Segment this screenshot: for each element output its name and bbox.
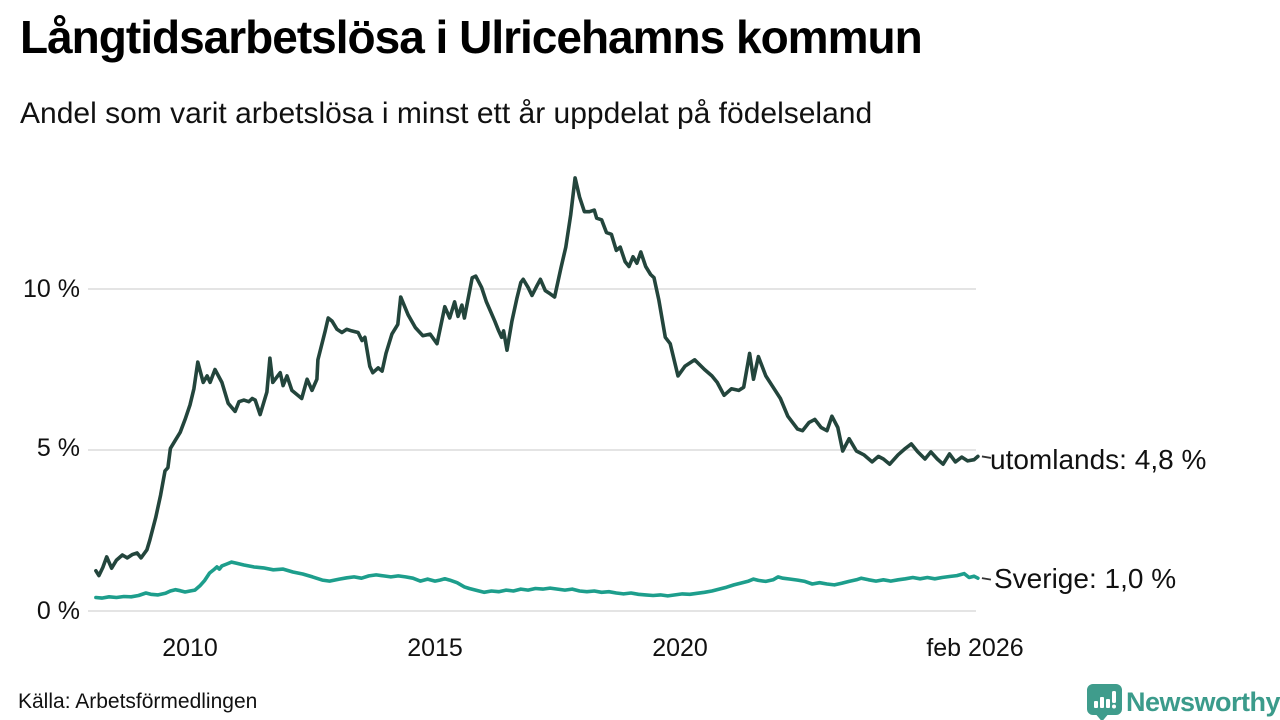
series-label-utomlands: utomlands: 4,8 % (990, 444, 1207, 475)
x-tick-2015: 2015 (407, 634, 463, 662)
series-line-utomlands (94, 176, 980, 578)
series-line-sverige (94, 560, 980, 600)
series-label-sverige: Sverige: 1,0 % (994, 563, 1177, 594)
y-tick-0: 0 % (36, 597, 80, 625)
chart-subtitle: Andel som varit arbetslösa i minst ett å… (20, 97, 873, 130)
label-connector-utomlands (981, 455, 992, 459)
x-tick-2020: 2020 (652, 634, 708, 662)
page-title: Långtidsarbetslösa i Ulricehamns kommun (20, 11, 923, 63)
y-tick-5: 5 % (36, 434, 80, 462)
newsworthy-logo-icon (1087, 684, 1122, 720)
x-tick-feb2026: feb 2026 (926, 634, 1024, 662)
y-tick-10: 10 % (23, 275, 80, 303)
x-tick-2010: 2010 (162, 634, 218, 662)
label-connector-sverige (981, 577, 992, 581)
source-note: Källa: Arbetsförmedlingen (18, 690, 258, 713)
newsworthy-wordmark: Newsworthy (1126, 687, 1280, 717)
